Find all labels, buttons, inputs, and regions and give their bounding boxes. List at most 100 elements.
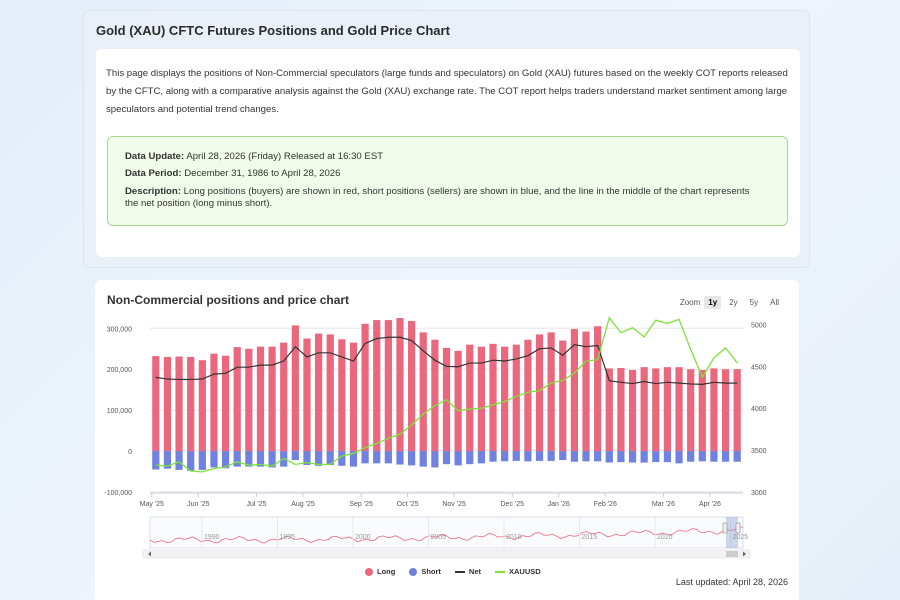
short-bar xyxy=(512,451,520,461)
left-axis: 300,000 200,000 100,000 0 -100,000 xyxy=(104,326,132,497)
right-tick-label: 3000 xyxy=(751,490,767,497)
legend-long-label: Long xyxy=(377,567,396,576)
x-tick-label: Mar '26 xyxy=(652,501,675,508)
xauusd-line xyxy=(155,316,738,473)
legend-long[interactable]: Long xyxy=(365,567,395,576)
short-bar xyxy=(408,451,416,466)
short-bar xyxy=(384,451,392,464)
long-bar xyxy=(454,350,462,452)
navigator-label: 2020 xyxy=(657,534,673,541)
long-bar xyxy=(280,342,288,452)
long-bar xyxy=(721,369,730,452)
x-tick-label: Aug '25 xyxy=(291,501,315,508)
long-bars xyxy=(152,318,741,452)
left-tick-label: 300,000 xyxy=(107,326,132,333)
zoom-5y-button[interactable]: 5y xyxy=(749,298,759,307)
short-swatch xyxy=(409,567,418,576)
long-bar xyxy=(361,323,369,452)
long-bar xyxy=(617,367,625,452)
long-bar xyxy=(373,320,381,452)
short-bar xyxy=(419,451,427,467)
xauusd-swatch xyxy=(495,570,506,573)
short-bar xyxy=(454,451,462,466)
short-bar xyxy=(233,451,241,467)
long-bar xyxy=(338,339,346,452)
long-bar xyxy=(175,356,183,452)
navigator-label: 2000 xyxy=(355,534,371,541)
long-bar xyxy=(291,325,299,452)
short-bar xyxy=(605,451,613,463)
x-tick-label: Jul '25 xyxy=(246,501,266,508)
short-bar xyxy=(163,451,172,469)
legend-net[interactable]: Net xyxy=(454,567,481,576)
short-bar xyxy=(291,451,299,461)
data-period-line: Data Period: December 31, 1986 to April … xyxy=(125,168,765,180)
short-bar xyxy=(652,451,660,463)
short-bar xyxy=(710,451,718,462)
short-bar xyxy=(268,451,276,468)
right-tick-label: 4000 xyxy=(751,406,767,413)
short-bar xyxy=(442,451,451,465)
short-bar xyxy=(187,451,195,471)
short-bar xyxy=(547,451,555,461)
data-period-label: Data Period: xyxy=(125,168,182,179)
long-bar xyxy=(547,332,555,452)
info-box: Data Update: April 28, 2026 (Friday) Rel… xyxy=(107,136,788,226)
long-bar xyxy=(710,368,718,452)
short-bar xyxy=(303,451,311,465)
short-bar xyxy=(198,451,206,470)
zoom-label: Zoom xyxy=(679,298,701,307)
legend-xauusd[interactable]: XAUUSD xyxy=(495,567,541,576)
long-bar xyxy=(152,356,160,452)
left-tick-label: 100,000 xyxy=(107,408,132,415)
long-bar xyxy=(303,338,311,452)
short-bar xyxy=(489,451,497,462)
long-bar xyxy=(663,367,672,452)
data-update-line: Data Update: April 28, 2026 (Friday) Rel… xyxy=(125,151,765,163)
long-bar xyxy=(640,367,648,452)
navigator[interactable]: 1990 1995 2000 2005 2010 2015 2020 2025 xyxy=(142,516,751,559)
short-bar xyxy=(314,451,323,466)
short-bar xyxy=(477,451,485,464)
short-bar xyxy=(675,451,683,464)
long-bar xyxy=(698,370,706,452)
x-tick-label: Oct '25 xyxy=(397,501,419,508)
data-update-value: April 28, 2026 (Friday) Released at 16:3… xyxy=(186,151,384,162)
x-tick-label: Sep '25 xyxy=(349,501,373,508)
long-swatch xyxy=(365,567,373,576)
long-bar xyxy=(524,339,532,452)
right-axis: 5000 4500 4000 3500 3000 xyxy=(751,322,767,497)
zoom-2y-button[interactable]: 2y xyxy=(729,298,738,307)
data-update-label: Data Update: xyxy=(125,151,185,162)
long-bar xyxy=(268,346,276,452)
zoom-bar: Zoom 1y 2y 5y All xyxy=(680,296,783,309)
short-bar xyxy=(152,451,160,470)
scrollbar-track xyxy=(142,549,751,559)
legend-short[interactable]: Short xyxy=(409,567,441,576)
long-bar xyxy=(256,346,265,452)
description-value: Long positions (buyers) are shown in red… xyxy=(125,186,750,209)
navigator-label: 1990 xyxy=(204,534,220,541)
series-lines xyxy=(155,316,738,473)
short-bar xyxy=(501,451,509,462)
net-swatch xyxy=(454,570,465,573)
zoom-all-button[interactable]: All xyxy=(770,298,779,307)
zoom-1y-button[interactable]: 1y xyxy=(704,296,722,309)
intro-text: This page displays the positions of Non-… xyxy=(106,68,788,115)
short-bar xyxy=(245,451,253,467)
scrollbar-thumb xyxy=(726,551,738,557)
short-bar xyxy=(524,451,532,462)
long-bar xyxy=(326,334,334,452)
x-tick-label: Jan '26 xyxy=(548,501,570,508)
short-bar xyxy=(687,451,695,462)
navigator-frame xyxy=(149,516,744,549)
positions-chart: 300,000 200,000 100,000 0 -100,000 5000 4500 4… xyxy=(104,316,767,559)
x-tick-label: Feb '26 xyxy=(594,501,617,508)
right-tick-label: 5000 xyxy=(751,322,767,329)
short-bar xyxy=(256,451,265,467)
page-title: Gold (XAU) CFTC Futures Positions and Go… xyxy=(96,23,450,38)
short-bar xyxy=(373,451,381,464)
short-bar xyxy=(594,451,602,462)
navigator-label: 2005 xyxy=(431,534,447,541)
long-bar xyxy=(419,332,427,452)
